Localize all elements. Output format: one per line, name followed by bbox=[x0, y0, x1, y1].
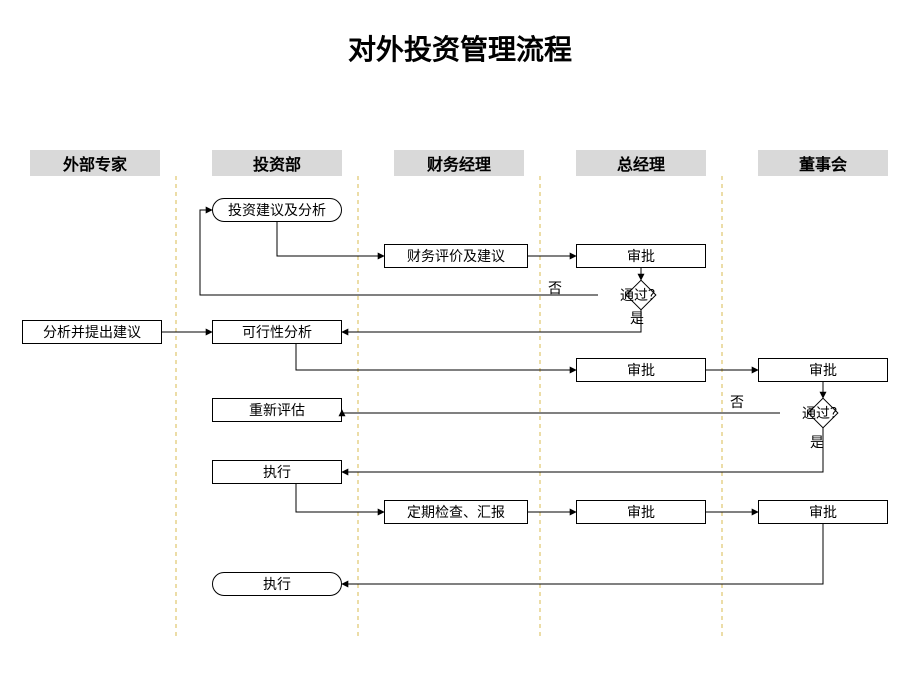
node-analysis: 分析并提出建议 bbox=[22, 320, 162, 344]
lane-header-gm: 总经理 bbox=[576, 150, 706, 176]
node-execute1: 执行 bbox=[212, 460, 342, 484]
lane-header-board: 董事会 bbox=[758, 150, 888, 176]
node-report: 定期检查、汇报 bbox=[384, 500, 528, 524]
branch-label-no1: 否 bbox=[548, 278, 562, 298]
node-feasibility: 可行性分析 bbox=[212, 320, 342, 344]
lane-header-finance: 财务经理 bbox=[394, 150, 524, 176]
node-approve2: 审批 bbox=[576, 358, 706, 382]
node-label: 审批 bbox=[627, 360, 655, 380]
lane-header-invest: 投资部 bbox=[212, 150, 342, 176]
node-label: 审批 bbox=[809, 502, 837, 522]
page-title: 对外投资管理流程 bbox=[0, 28, 920, 68]
decision-label: 通过？ bbox=[598, 280, 684, 310]
node-approve3: 审批 bbox=[758, 358, 888, 382]
node-label: 投资建议及分析 bbox=[228, 200, 326, 220]
decision-pass1: 通过？ bbox=[598, 280, 684, 310]
lane-header-label: 总经理 bbox=[617, 151, 665, 175]
node-label: 审批 bbox=[809, 360, 837, 380]
node-label: 分析并提出建议 bbox=[43, 322, 141, 342]
branch-label-yes1: 是 bbox=[630, 308, 644, 328]
node-label: 可行性分析 bbox=[242, 322, 312, 342]
lane-header-label: 投资部 bbox=[253, 151, 301, 175]
node-label: 定期检查、汇报 bbox=[407, 502, 505, 522]
node-execute2: 执行 bbox=[212, 572, 342, 596]
flowchart-canvas: 对外投资管理流程 外部专家 投资部 财务经理 总经理 董事会 投资建议及分析财务评价及建… bbox=[0, 0, 920, 690]
node-approve4: 审批 bbox=[576, 500, 706, 524]
node-invest_advice: 投资建议及分析 bbox=[212, 198, 342, 222]
node-reeval: 重新评估 bbox=[212, 398, 342, 422]
node-label: 审批 bbox=[627, 502, 655, 522]
lane-header-label: 董事会 bbox=[799, 151, 847, 175]
node-label: 执行 bbox=[263, 462, 291, 482]
node-label: 财务评价及建议 bbox=[407, 246, 505, 266]
node-label: 执行 bbox=[263, 574, 291, 594]
branch-label-yes2: 是 bbox=[810, 432, 824, 452]
branch-label-no2: 否 bbox=[730, 392, 744, 412]
node-fin_eval: 财务评价及建议 bbox=[384, 244, 528, 268]
node-approve1: 审批 bbox=[576, 244, 706, 268]
decision-pass2: 通过？ bbox=[780, 398, 866, 428]
node-label: 审批 bbox=[627, 246, 655, 266]
node-approve5: 审批 bbox=[758, 500, 888, 524]
lane-header-label: 外部专家 bbox=[63, 151, 127, 175]
decision-label: 通过？ bbox=[780, 398, 866, 428]
lane-header-expert: 外部专家 bbox=[30, 150, 160, 176]
node-label: 重新评估 bbox=[249, 400, 305, 420]
connector-layer bbox=[0, 0, 920, 690]
lane-header-label: 财务经理 bbox=[427, 151, 491, 175]
